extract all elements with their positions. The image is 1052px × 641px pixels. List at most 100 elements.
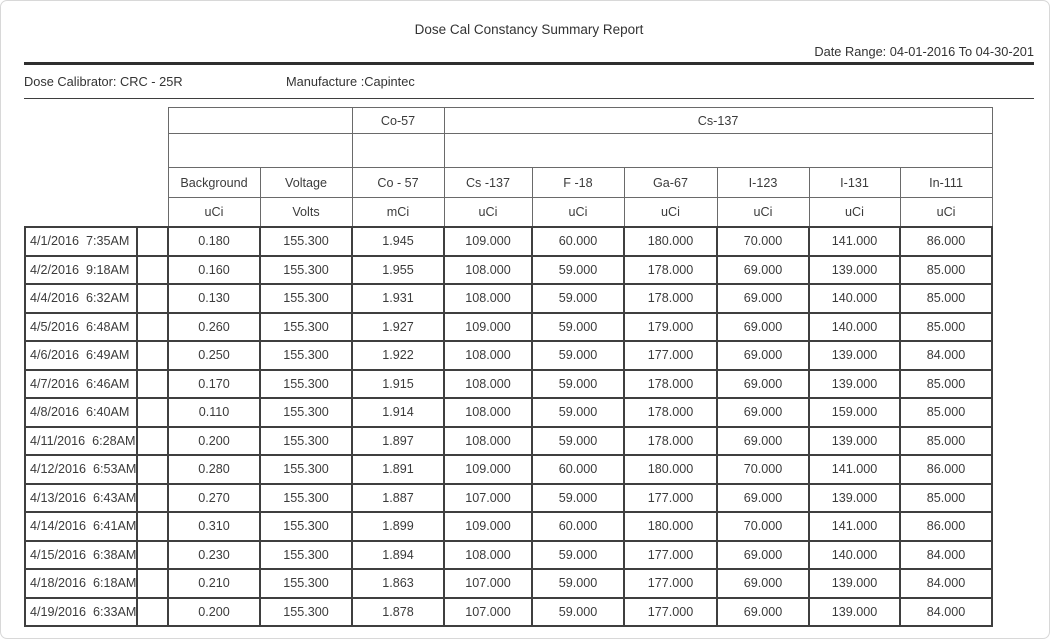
row-value: 1.878 [351, 596, 445, 627]
column-header: Background [167, 167, 261, 198]
row-value: 70.000 [716, 226, 810, 257]
row-value: 0.280 [167, 454, 261, 485]
column-header: In-111 [899, 167, 993, 198]
calibrator-info-row: Dose Calibrator: CRC - 25R Manufacture :… [24, 65, 1034, 98]
table-row: 4/15/2016 6:38AM 0.230 155.300 1.894 108.000… [24, 539, 994, 570]
row-value: 139.000 [808, 568, 901, 599]
row-value: 108.000 [443, 539, 533, 570]
row-spacer-cell [136, 454, 169, 485]
row-value: 69.000 [716, 368, 810, 399]
row-spacer-cell [136, 482, 169, 513]
unit-header: uCi [808, 197, 901, 228]
row-value: 109.000 [443, 226, 533, 257]
row-value: 69.000 [716, 340, 810, 371]
header-spacer [25, 134, 168, 168]
row-value: 85.000 [898, 425, 994, 456]
row-datetime: 4/4/2016 6:32AM [24, 283, 138, 314]
row-value: 155.300 [259, 283, 353, 314]
row-value: 59.000 [531, 425, 625, 456]
row-value: 1.922 [351, 340, 445, 371]
row-value: 141.000 [808, 226, 901, 257]
row-value: 69.000 [716, 425, 810, 456]
row-value: 108.000 [443, 340, 533, 371]
row-value: 85.000 [898, 482, 994, 513]
report-content: Dose Cal Constancy Summary Report Date R… [1, 22, 1049, 627]
date-range-label: Date Range: 04-01-2016 To 04-30-201 [814, 44, 1034, 59]
group-header-cs137: Cs-137 [443, 107, 993, 134]
row-spacer-cell [136, 311, 169, 342]
row-value: 155.300 [259, 482, 353, 513]
row-value: 107.000 [443, 596, 533, 627]
row-value: 59.000 [531, 340, 625, 371]
row-value: 108.000 [443, 254, 533, 285]
group-header-blank [351, 133, 445, 168]
header-spacer [25, 198, 168, 228]
manufacture-label: Manufacture :Capintec [286, 74, 415, 89]
table-row: 4/13/2016 6:43AM 0.270 155.300 1.887 107.000… [24, 482, 994, 513]
row-spacer-cell [136, 283, 169, 314]
row-value: 84.000 [898, 568, 994, 599]
row-value: 1.897 [351, 425, 445, 456]
row-value: 84.000 [898, 596, 994, 627]
row-value: 0.130 [167, 283, 261, 314]
row-datetime: 4/6/2016 6:49AM [24, 340, 138, 371]
row-value: 0.210 [167, 568, 261, 599]
row-value: 1.894 [351, 539, 445, 570]
row-datetime: 4/5/2016 6:48AM [24, 311, 138, 342]
row-datetime: 4/1/2016 7:35AM [24, 226, 138, 257]
table-row: 4/7/2016 6:46AM 0.170 155.300 1.915 108.000 5… [24, 368, 994, 399]
row-value: 69.000 [716, 254, 810, 285]
row-value: 178.000 [623, 425, 718, 456]
unit-header: uCi [443, 197, 533, 228]
row-value: 1.945 [351, 226, 445, 257]
table-row: 4/4/2016 6:32AM 0.130 155.300 1.931 108.000 5… [24, 283, 994, 314]
row-value: 155.300 [259, 226, 353, 257]
row-value: 141.000 [808, 454, 901, 485]
row-value: 1.927 [351, 311, 445, 342]
row-value: 59.000 [531, 311, 625, 342]
dose-calibrator-label: Dose Calibrator: CRC - 25R [24, 74, 183, 89]
row-datetime: 4/13/2016 6:43AM [24, 482, 138, 513]
row-value: 108.000 [443, 368, 533, 399]
column-header-row: Background Voltage Co - 57 Cs -137 F -18 Ga-6… [25, 167, 993, 198]
row-datetime: 4/18/2016 6:18AM [24, 568, 138, 599]
row-value: 59.000 [531, 568, 625, 599]
row-value: 85.000 [898, 311, 994, 342]
row-value: 1.931 [351, 283, 445, 314]
row-value: 109.000 [443, 511, 533, 542]
table-row: 4/12/2016 6:53AM 0.280 155.300 1.891 109.000… [24, 454, 994, 485]
row-value: 0.260 [167, 311, 261, 342]
row-value: 0.160 [167, 254, 261, 285]
row-spacer-cell [136, 226, 169, 257]
column-header: Cs -137 [443, 167, 533, 198]
header-spacer [25, 108, 168, 134]
table-row: 4/1/2016 7:35AM 0.180 155.300 1.945 109.000 6… [24, 226, 994, 257]
row-value: 177.000 [623, 539, 718, 570]
unit-header: uCi [623, 197, 718, 228]
row-value: 159.000 [808, 397, 901, 428]
row-value: 59.000 [531, 368, 625, 399]
row-datetime: 4/11/2016 6:28AM [24, 425, 138, 456]
row-value: 60.000 [531, 454, 625, 485]
table-row: 4/19/2016 6:33AM 0.200 155.300 1.878 107.000… [24, 596, 994, 627]
column-header: Ga-67 [623, 167, 718, 198]
row-datetime: 4/14/2016 6:41AM [24, 511, 138, 542]
row-value: 108.000 [443, 425, 533, 456]
row-value: 69.000 [716, 283, 810, 314]
header-spacer [25, 168, 168, 198]
row-value: 155.300 [259, 454, 353, 485]
row-value: 0.200 [167, 596, 261, 627]
row-spacer-cell [136, 397, 169, 428]
row-spacer-cell [136, 368, 169, 399]
row-value: 85.000 [898, 254, 994, 285]
group-header-co57: Co-57 [351, 107, 445, 134]
page-title: Dose Cal Constancy Summary Report [414, 22, 644, 37]
group-header-blank [167, 107, 353, 134]
row-spacer-cell [136, 568, 169, 599]
unit-header: uCi [531, 197, 625, 228]
row-value: 84.000 [898, 340, 994, 371]
row-datetime: 4/7/2016 6:46AM [24, 368, 138, 399]
unit-header: mCi [351, 197, 445, 228]
row-value: 107.000 [443, 568, 533, 599]
